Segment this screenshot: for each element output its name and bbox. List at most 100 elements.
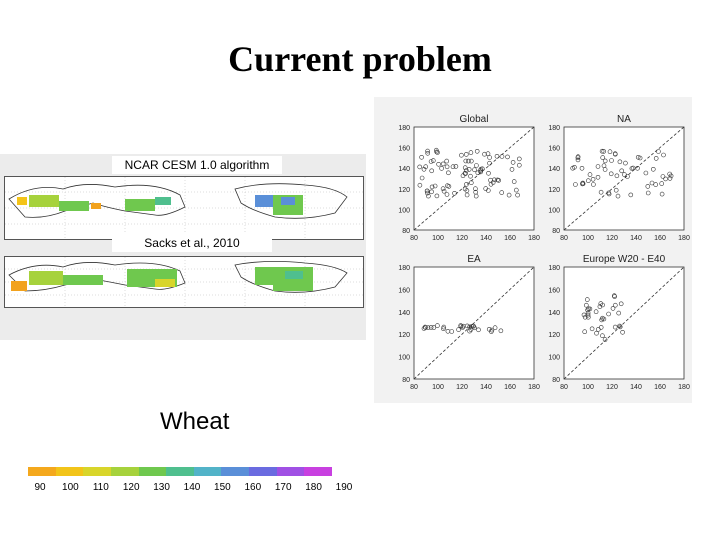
scatter-point [595,164,601,169]
scatter-point [444,158,449,164]
scatter-point [495,177,500,183]
scatter-point [614,173,620,179]
x-tick-label: 160 [654,235,666,242]
x-tick-label: 100 [432,384,444,391]
scatter-point [425,190,430,196]
scatter-point [514,187,519,193]
scatter-point [452,191,457,196]
scatter-point [612,294,617,299]
y-tick-label: 160 [398,287,410,294]
scatter-point [474,163,479,168]
scatter-point [417,164,423,170]
scatter-point [661,152,666,158]
scatter-point [499,154,505,159]
scatter-point [617,324,623,330]
scatter-point [601,163,607,168]
scatter-point [660,174,666,179]
scatter-point [485,151,491,157]
x-tick-label: 180 [678,235,690,242]
colorbar-segment [249,467,277,476]
scatter-point [468,327,474,332]
scatter-point [475,170,481,176]
scatter-point [607,149,613,155]
scatter-point [428,325,434,330]
y-tick-label: 180 [398,265,410,272]
scatter-point [599,148,605,154]
x-tick-label: 100 [582,235,594,242]
x-tick-label: 80 [410,235,418,242]
scatter-point [434,149,440,155]
scatter-point [608,171,614,177]
scatter-point [467,328,472,334]
scatter-point [599,317,604,323]
x-tick-label: 160 [654,384,666,391]
scatter-point [575,154,581,160]
scatter-point [643,170,649,176]
scatter-point [483,186,488,191]
scatter-point [492,177,497,183]
scatter-point [476,327,481,333]
scatter-point [517,156,522,162]
scatter-point [489,327,495,333]
scatter-point [613,302,618,308]
scatter-point [445,329,451,334]
scatter-point [598,325,604,330]
one-to-one-line [563,126,685,231]
scatter-point [606,190,611,196]
plot-title: EA [467,254,481,265]
scatter-point [573,182,578,187]
colorbar-tick-label: 110 [92,482,109,493]
scatter-point [435,150,440,155]
scatter-point [585,307,590,313]
colorbar-tick-label: 150 [214,482,231,493]
scatter-point [617,159,623,165]
x-tick-label: 140 [630,235,642,242]
maps-panel: NCAR CESM 1.0 algorithm Sacks et al., 20… [0,154,366,493]
x-tick-label: 180 [528,235,540,242]
scatter-point [635,166,640,171]
scatter-point [461,323,466,329]
scatter-point [589,326,595,332]
scatter-point [582,329,587,334]
scatter-point [453,164,459,169]
one-to-one-line [413,126,535,231]
y-tick-label: 140 [548,166,560,173]
scatter-point [450,164,456,169]
colorbar-segment [83,467,111,476]
y-tick-label: 120 [398,332,410,339]
colorbar-segment [276,467,305,476]
colorbar-segment [55,467,84,476]
scatter-point [653,156,659,161]
scatter-point [511,179,517,184]
scatter-point [469,324,474,329]
x-tick-label: 100 [582,384,594,391]
x-tick-label: 120 [606,235,618,242]
scatter-point [464,182,469,187]
scatter-point [436,162,441,167]
plot-title: NA [617,114,631,125]
x-tick-label: 160 [504,235,516,242]
scatter-point [659,191,665,197]
scatter-point [517,162,522,168]
scatter-point [425,148,430,154]
scatter-point [653,182,659,187]
scatter-point [498,328,504,334]
scatter-point [586,178,591,183]
scatter-point [430,158,436,163]
bottom-map-label: Sacks et al., 2010 [112,234,272,252]
x-tick-label: 160 [504,384,516,391]
scatter-point [473,186,478,191]
scatter-point [466,167,472,172]
y-tick-label: 120 [398,187,410,194]
colorbar-segment [221,467,250,476]
scatter-point [584,302,589,308]
scatter-point [424,188,430,194]
scatter-point [594,330,599,336]
x-tick-label: 120 [456,235,468,242]
scatter-point [645,190,651,196]
scatter-point [509,167,515,172]
scatter-point [426,193,431,199]
scatter-point [581,312,587,318]
scatter-point [466,158,471,164]
scatter-point [602,337,608,342]
